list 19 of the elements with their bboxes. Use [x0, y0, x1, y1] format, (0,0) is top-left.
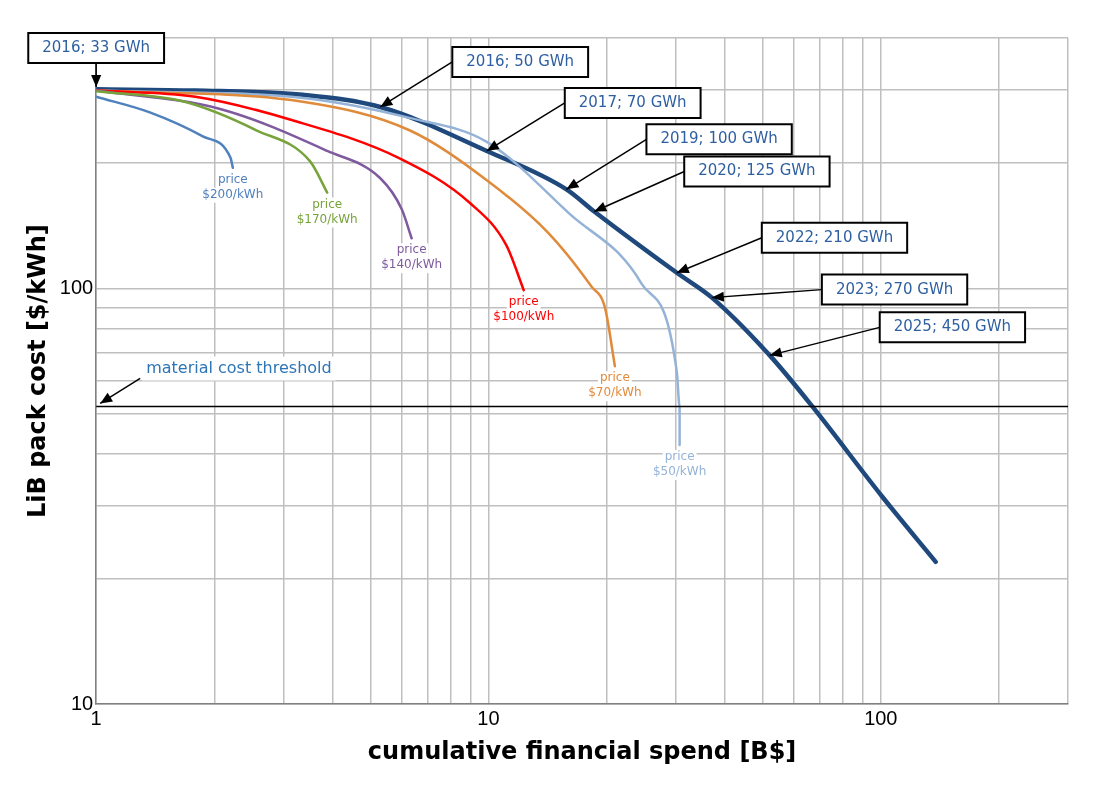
y-axis-title: LiB pack cost [$/kWh] [22, 224, 51, 519]
annotation: 2025; 450 GWh [893, 317, 1012, 336]
annotation: 2016; 50 GWh [466, 51, 575, 70]
annotation: 2020; 125 GWh [698, 161, 816, 180]
ref-line-label: material cost threshold [146, 357, 332, 377]
series-label: price $100/kWh [493, 294, 555, 324]
x-tick-label: 10 [477, 706, 500, 729]
x-tick-label: 100 [864, 706, 898, 729]
series-label: price $200/kWh [202, 171, 264, 201]
annotation: 2016; 33 GWh [42, 37, 151, 56]
x-axis-title: cumulative financial spend [B$] [367, 736, 797, 765]
annotation: 2022; 210 GWh [775, 227, 894, 246]
annotation: 2019; 100 GWh [660, 129, 778, 148]
annotation: 2023; 270 GWh [835, 279, 954, 298]
series-label: price $50/kWh [652, 449, 707, 479]
series-label: price $70/kWh [588, 370, 642, 400]
series-label: price $170/kWh [296, 196, 358, 226]
annotation: 2017; 70 GWh [578, 92, 687, 111]
series-label: price $140/kWh [381, 242, 443, 272]
